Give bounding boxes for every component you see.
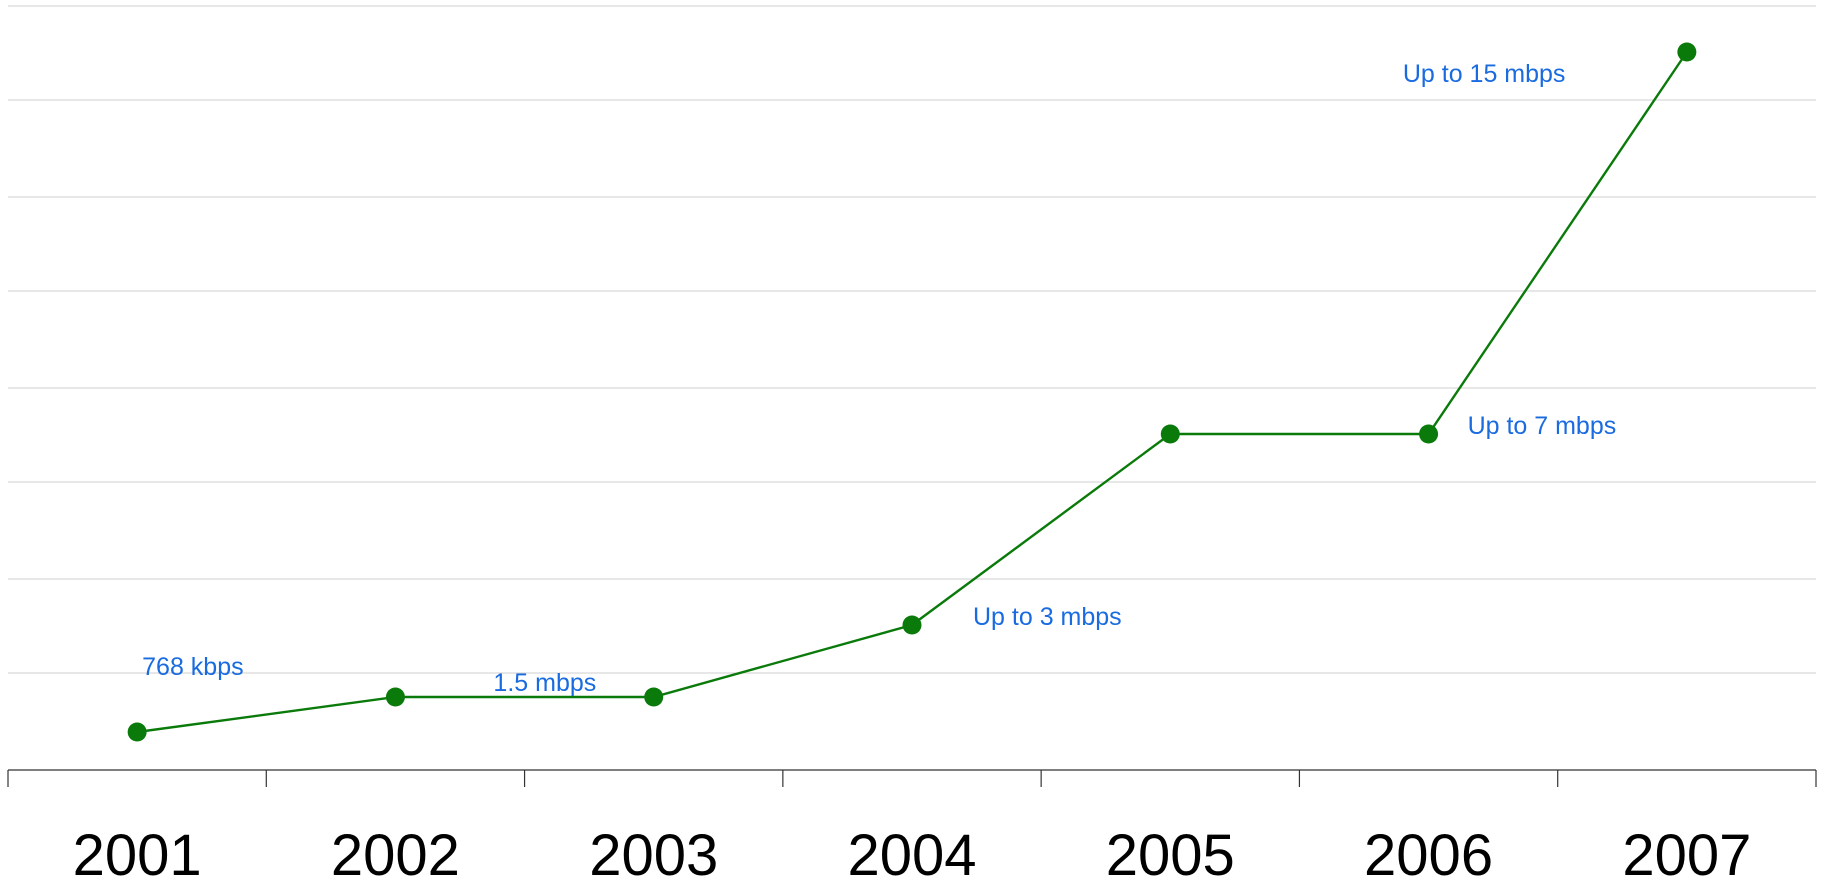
- data-point-2002: [385, 687, 405, 707]
- data-point-2006: [1419, 424, 1439, 444]
- x-tick-label: 2007: [1622, 823, 1751, 882]
- x-tick-label: 2002: [331, 823, 460, 882]
- x-axis: 2001 2002 2003 2004 2005 2006 2007: [7, 769, 1817, 882]
- data-labels: 768 kbps 1.5 mbps Up to 3 mbps Up to 7 mbps…: [142, 60, 1616, 697]
- data-label: 768 kbps: [142, 653, 243, 681]
- data-label: Up to 15 mbps: [1403, 60, 1566, 88]
- data-label: Up to 3 mbps: [973, 603, 1122, 631]
- data-point-2004: [902, 615, 922, 635]
- data-points: [127, 42, 1697, 742]
- gridlines: [8, 5, 1816, 674]
- data-point-2001: [127, 722, 147, 742]
- x-tick-label: 2005: [1106, 823, 1235, 882]
- x-tick-label: 2004: [847, 823, 976, 882]
- data-point-2003: [644, 687, 664, 707]
- x-tick-label: 2001: [73, 823, 202, 882]
- data-point-2007: [1677, 42, 1697, 62]
- data-label: 1.5 mbps: [493, 669, 596, 697]
- data-label: Up to 7 mbps: [1468, 412, 1617, 440]
- data-point-2005: [1160, 424, 1180, 444]
- x-tick-label: 2003: [589, 823, 718, 882]
- x-tick-label: 2006: [1364, 823, 1493, 882]
